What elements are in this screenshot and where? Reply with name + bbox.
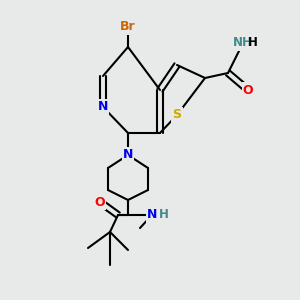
Text: H: H (248, 37, 258, 50)
Text: O: O (95, 196, 105, 208)
Text: O: O (243, 83, 253, 97)
Text: NH: NH (233, 37, 253, 50)
Text: Br: Br (120, 20, 136, 34)
Text: S: S (172, 109, 182, 122)
Text: H: H (159, 208, 169, 221)
Text: N: N (98, 100, 108, 113)
Text: N: N (147, 208, 157, 221)
Text: N: N (123, 148, 133, 161)
